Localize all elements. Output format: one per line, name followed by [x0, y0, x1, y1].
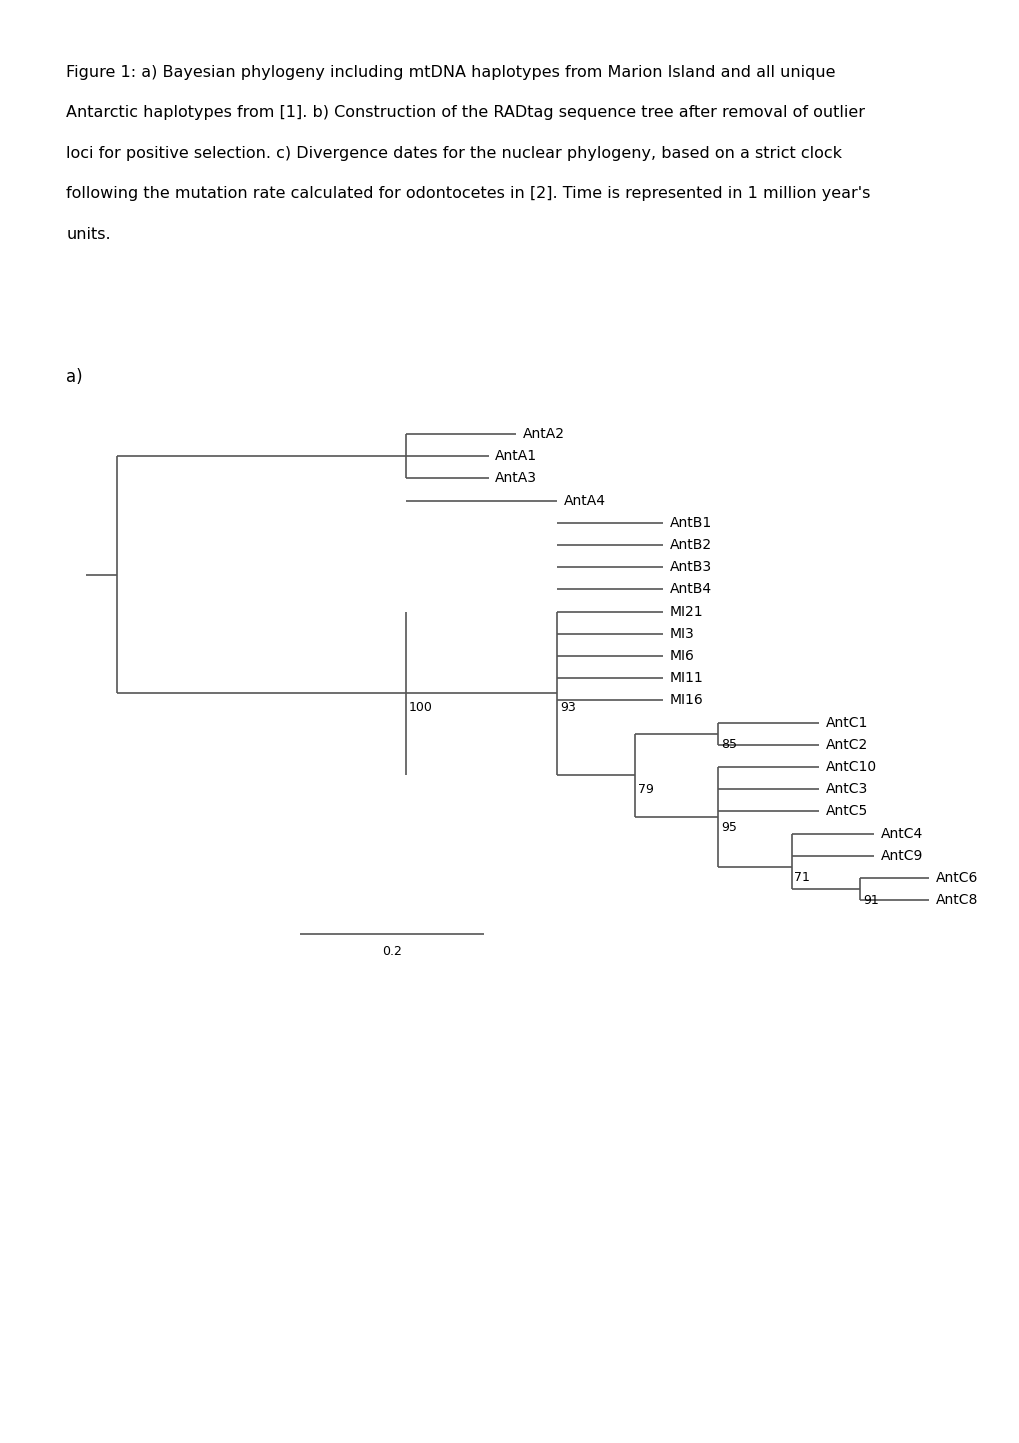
Text: AntA2: AntA2 [522, 427, 564, 442]
Text: following the mutation rate calculated for odontocetes in [2]. Time is represent: following the mutation rate calculated f… [66, 186, 870, 201]
Text: MI21: MI21 [668, 605, 702, 619]
Text: AntC9: AntC9 [879, 848, 922, 863]
Text: loci for positive selection. c) Divergence dates for the nuclear phylogeny, base: loci for positive selection. c) Divergen… [66, 146, 842, 160]
Text: AntC2: AntC2 [824, 737, 867, 752]
Text: MI3: MI3 [668, 626, 694, 641]
Text: 95: 95 [720, 821, 736, 834]
Text: AntC8: AntC8 [934, 893, 977, 908]
Text: units.: units. [66, 227, 111, 241]
Text: 71: 71 [794, 872, 809, 885]
Text: AntC5: AntC5 [824, 804, 867, 818]
Text: AntB3: AntB3 [668, 560, 711, 574]
Text: AntC4: AntC4 [879, 827, 922, 841]
Text: Figure 1: a) Bayesian phylogeny including mtDNA haplotypes from Marion Island an: Figure 1: a) Bayesian phylogeny includin… [66, 65, 835, 79]
Text: a): a) [66, 368, 83, 385]
Text: AntB4: AntB4 [668, 583, 711, 596]
Text: MI11: MI11 [668, 671, 702, 685]
Text: AntA3: AntA3 [494, 472, 536, 485]
Text: AntA4: AntA4 [564, 494, 605, 508]
Text: AntA1: AntA1 [494, 449, 537, 463]
Text: AntC3: AntC3 [824, 782, 867, 797]
Text: MI6: MI6 [668, 649, 694, 662]
Text: MI16: MI16 [668, 694, 702, 707]
Text: AntC1: AntC1 [824, 716, 867, 730]
Text: 0.2: 0.2 [382, 945, 401, 958]
Text: AntC10: AntC10 [824, 760, 875, 773]
Text: 91: 91 [862, 893, 878, 906]
Text: AntB2: AntB2 [668, 538, 711, 553]
Text: 79: 79 [638, 784, 653, 797]
Text: 93: 93 [559, 701, 576, 714]
Text: 100: 100 [409, 701, 432, 714]
Text: Antarctic haplotypes from [1]. b) Construction of the RADtag sequence tree after: Antarctic haplotypes from [1]. b) Constr… [66, 105, 864, 120]
Text: AntB1: AntB1 [668, 515, 711, 530]
Text: AntC6: AntC6 [934, 872, 977, 885]
Text: 85: 85 [720, 739, 736, 752]
